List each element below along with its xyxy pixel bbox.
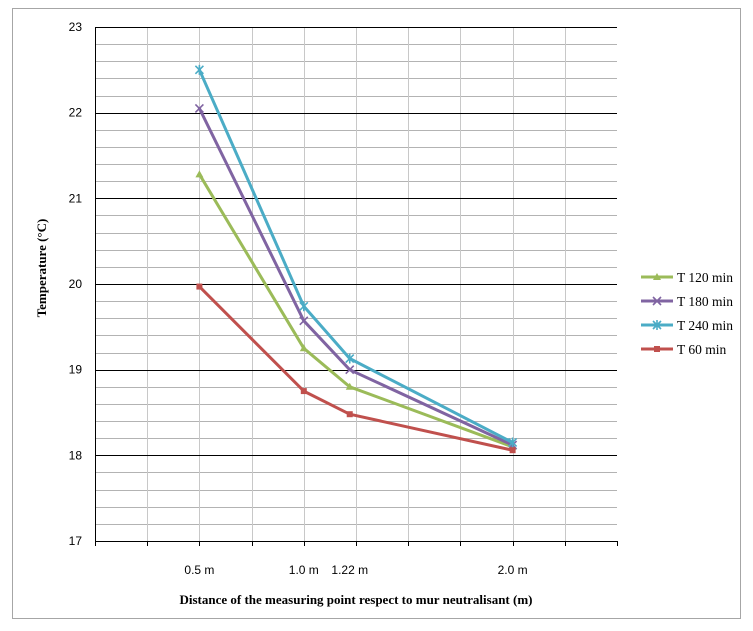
legend-item: T 60 min <box>641 342 727 357</box>
data-point-marker <box>345 382 354 390</box>
data-point-marker <box>509 447 516 454</box>
data-point-marker <box>194 64 204 75</box>
x-tick-label: 1.0 m <box>289 563 319 577</box>
series-lines <box>194 64 518 454</box>
data-point-marker <box>194 103 204 113</box>
data-point-marker <box>653 273 661 280</box>
y-tick-label: 23 <box>69 20 83 34</box>
legend-label: T 60 min <box>677 342 727 357</box>
y-axis-title: Temperature (°C) <box>34 219 49 318</box>
axes: 17 18 19 20 21 22 23 0.5 m 1.0 m 1.22 m 2.0 m <box>69 20 618 577</box>
y-tick-label: 21 <box>69 191 83 205</box>
series-line <box>197 285 515 452</box>
data-point-marker <box>300 388 307 395</box>
gridlines <box>95 27 617 542</box>
y-tick-label: 19 <box>69 363 83 377</box>
data-point-marker <box>345 353 355 364</box>
y-tick-label: 18 <box>69 448 83 462</box>
data-point-marker <box>195 170 204 178</box>
legend-label: T 180 min <box>677 294 733 309</box>
x-axis-title: Distance of the measuring point respect … <box>179 592 532 607</box>
data-point-marker <box>652 296 662 306</box>
y-tick-label: 17 <box>69 534 83 548</box>
data-point-marker <box>345 365 355 375</box>
data-point-marker <box>299 316 309 326</box>
data-point-marker <box>299 301 309 312</box>
legend-label: T 120 min <box>677 270 733 285</box>
series-line <box>197 172 515 449</box>
data-point-marker <box>299 344 308 352</box>
data-point-marker <box>654 346 660 352</box>
x-tick-label: 0.5 m <box>184 563 214 577</box>
legend: T 120 min T 180 min T 240 min T 60 min <box>641 270 733 357</box>
legend-item: T 180 min <box>641 294 733 309</box>
x-tick-label: 2.0 m <box>498 563 528 577</box>
data-point-marker <box>508 437 518 448</box>
legend-label: T 240 min <box>677 318 733 333</box>
y-tick-label: 22 <box>69 106 83 120</box>
series-t-240-min <box>194 64 518 448</box>
data-point-marker <box>346 411 353 418</box>
series-line <box>197 106 515 447</box>
series-line <box>197 68 515 444</box>
data-point-marker <box>196 283 203 290</box>
data-point-marker <box>652 320 662 330</box>
x-tick-label: 1.22 m <box>331 563 368 577</box>
series-t-60-min <box>196 283 516 454</box>
legend-item: T 240 min <box>641 318 733 333</box>
y-tick-label: 20 <box>69 277 83 291</box>
legend-item: T 120 min <box>641 270 733 285</box>
chart-border <box>12 8 741 619</box>
